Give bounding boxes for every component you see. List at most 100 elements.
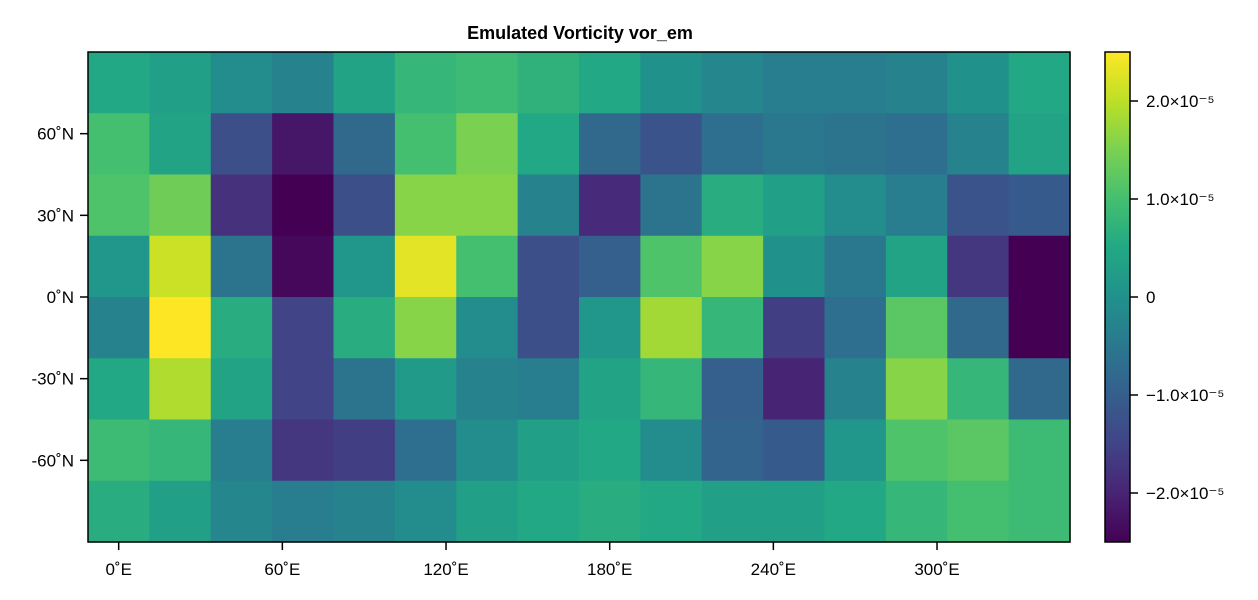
heatmap-cell: [824, 174, 887, 237]
heatmap-cell: [947, 52, 1010, 114]
heatmap-cell: [885, 358, 948, 421]
heatmap-cell: [701, 52, 764, 114]
heatmap-cell: [272, 358, 335, 421]
heatmap-cell: [456, 358, 519, 421]
heatmap-cell: [394, 174, 457, 237]
y-tick-label: -60˚N: [31, 451, 74, 470]
heatmap-cell: [272, 480, 335, 543]
heatmap-cell: [640, 297, 703, 359]
heatmap-cell: [149, 174, 212, 237]
heatmap-cell: [885, 113, 948, 176]
heatmap-cell: [1008, 480, 1071, 543]
heatmap-cell: [456, 174, 519, 237]
heatmap-cell: [579, 419, 641, 482]
heatmap-cell: [701, 297, 764, 359]
heatmap-cell: [640, 113, 703, 176]
heatmap-cell: [579, 174, 641, 237]
heatmap-cell: [701, 480, 764, 543]
heatmap-cell: [763, 113, 826, 176]
heatmap-cell: [149, 358, 212, 421]
heatmap-cell: [517, 113, 580, 176]
heatmap-cell: [947, 480, 1010, 543]
heatmap-cell: [394, 480, 457, 543]
y-axis-ticks: 60˚N 30˚N 0˚N -30˚N -60˚N: [31, 125, 88, 470]
heatmap-cell: [885, 297, 948, 359]
heatmap-cell: [149, 419, 212, 482]
heatmap-cell: [149, 297, 212, 359]
heatmap-cell: [517, 480, 580, 543]
heatmap-cell: [885, 235, 948, 298]
heatmap-cell: [394, 297, 457, 359]
heatmap-cell: [88, 297, 150, 359]
heatmap-cell: [88, 419, 150, 482]
heatmap-cell: [763, 480, 826, 543]
heatmap-cell: [947, 297, 1010, 359]
heatmap-cell: [824, 297, 887, 359]
heatmap-cell: [1008, 174, 1071, 237]
heatmap-cell: [947, 113, 1010, 176]
heatmap-cells: [88, 52, 1071, 543]
heatmap-cell: [210, 113, 273, 176]
heatmap-cell: [640, 480, 703, 543]
heatmap-cell: [517, 235, 580, 298]
heatmap-cell: [333, 358, 396, 421]
heatmap-cell: [394, 52, 457, 114]
x-tick-label: 60˚E: [264, 560, 300, 579]
heatmap-cell: [210, 480, 273, 543]
x-tick-label: 300˚E: [914, 560, 959, 579]
heatmap-cell: [824, 358, 887, 421]
heatmap-cell: [210, 235, 273, 298]
heatmap-cell: [947, 235, 1010, 298]
heatmap-cell: [885, 52, 948, 114]
heatmap-cell: [701, 419, 764, 482]
heatmap-cell: [517, 358, 580, 421]
heatmap-cell: [394, 235, 457, 298]
heatmap-cell: [272, 419, 335, 482]
colorbar-ticks: 2.0×10⁻⁵ 1.0×10⁻⁵ 0 −1.0×10⁻⁵ −2.0×10⁻⁵: [1130, 92, 1224, 503]
heatmap-cell: [456, 235, 519, 298]
heatmap-cell: [579, 235, 641, 298]
heatmap-cell: [149, 113, 212, 176]
heatmap-cell: [763, 174, 826, 237]
heatmap-cell: [947, 358, 1010, 421]
heatmap-cell: [763, 52, 826, 114]
heatmap-cell: [456, 297, 519, 359]
y-tick-label: 30˚N: [37, 206, 74, 225]
heatmap-cell: [640, 419, 703, 482]
heatmap-cell: [1008, 297, 1071, 359]
heatmap-cell: [272, 174, 335, 237]
heatmap-cell: [394, 358, 457, 421]
x-tick-label: 0˚E: [105, 560, 131, 579]
heatmap-cell: [210, 358, 273, 421]
heatmap-cell: [579, 113, 641, 176]
colorbar: [1105, 52, 1130, 542]
heatmap-cell: [579, 480, 641, 543]
colorbar-tick-label: −1.0×10⁻⁵: [1146, 386, 1224, 405]
heatmap-cell: [517, 419, 580, 482]
heatmap-cell: [824, 113, 887, 176]
heatmap-cell: [333, 419, 396, 482]
y-tick-label: 60˚N: [37, 125, 74, 144]
heatmap-cell: [824, 419, 887, 482]
heatmap-cell: [885, 480, 948, 543]
heatmap-cell: [88, 113, 150, 176]
heatmap-cell: [149, 52, 212, 114]
heatmap-cell: [824, 480, 887, 543]
heatmap-cell: [763, 235, 826, 298]
heatmap-cell: [272, 235, 335, 298]
heatmap-cell: [456, 52, 519, 114]
heatmap-cell: [88, 235, 150, 298]
heatmap-cell: [1008, 52, 1071, 114]
heatmap-cell: [640, 174, 703, 237]
heatmap-cell: [517, 297, 580, 359]
heatmap-cell: [763, 419, 826, 482]
x-tick-label: 120˚E: [423, 560, 468, 579]
heatmap-cell: [1008, 358, 1071, 421]
heatmap-cell: [456, 480, 519, 543]
heatmap-cell: [885, 174, 948, 237]
heatmap-cell: [640, 358, 703, 421]
heatmap-cell: [210, 174, 273, 237]
heatmap-cell: [333, 480, 396, 543]
heatmap-cell: [210, 297, 273, 359]
